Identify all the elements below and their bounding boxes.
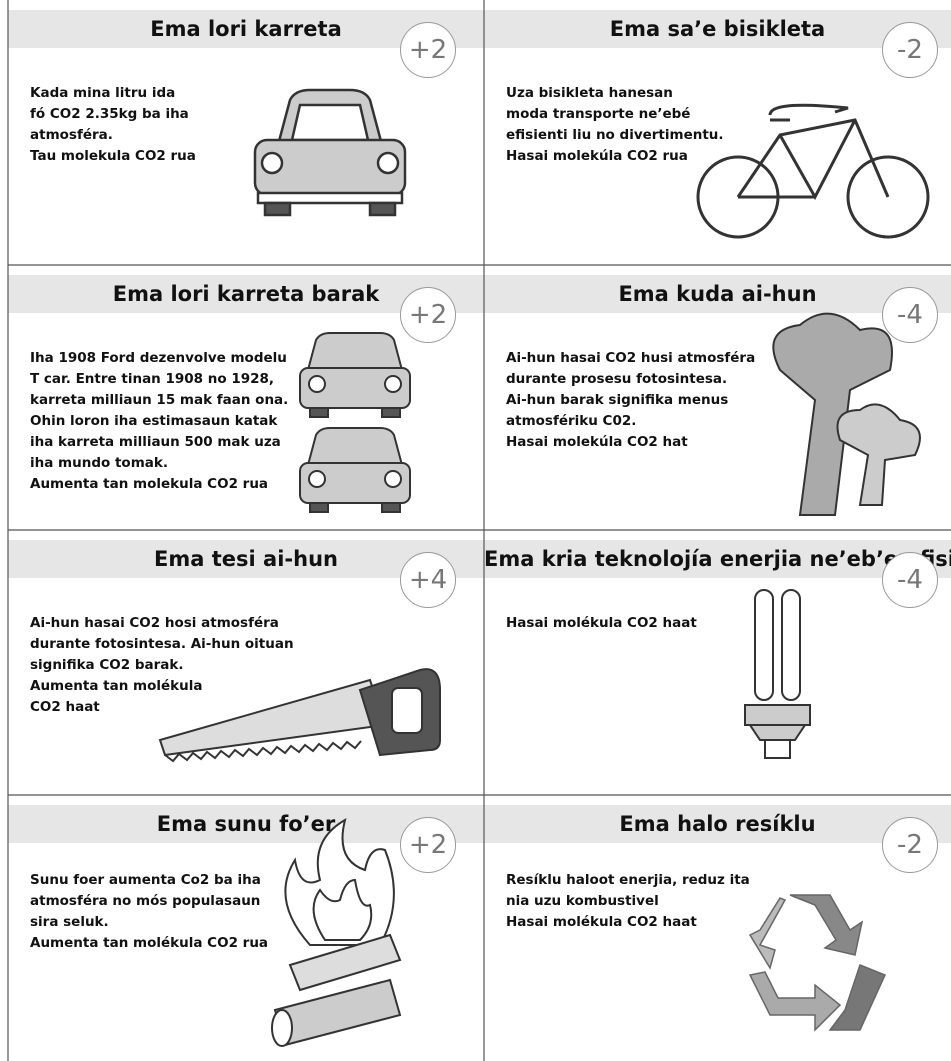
card-artwork	[0, 0, 951, 1061]
car-icon	[255, 90, 405, 215]
fire-icon	[272, 820, 400, 1046]
bulb-icon	[745, 590, 810, 758]
recycle-icon	[750, 895, 885, 1030]
saw-icon	[160, 669, 440, 761]
cars-icon	[300, 333, 410, 512]
tree-icon	[773, 314, 920, 515]
card-sheet: Ema lori karreta+2Kada mina litru idafó …	[0, 0, 951, 1061]
bicycle-icon	[698, 105, 928, 237]
